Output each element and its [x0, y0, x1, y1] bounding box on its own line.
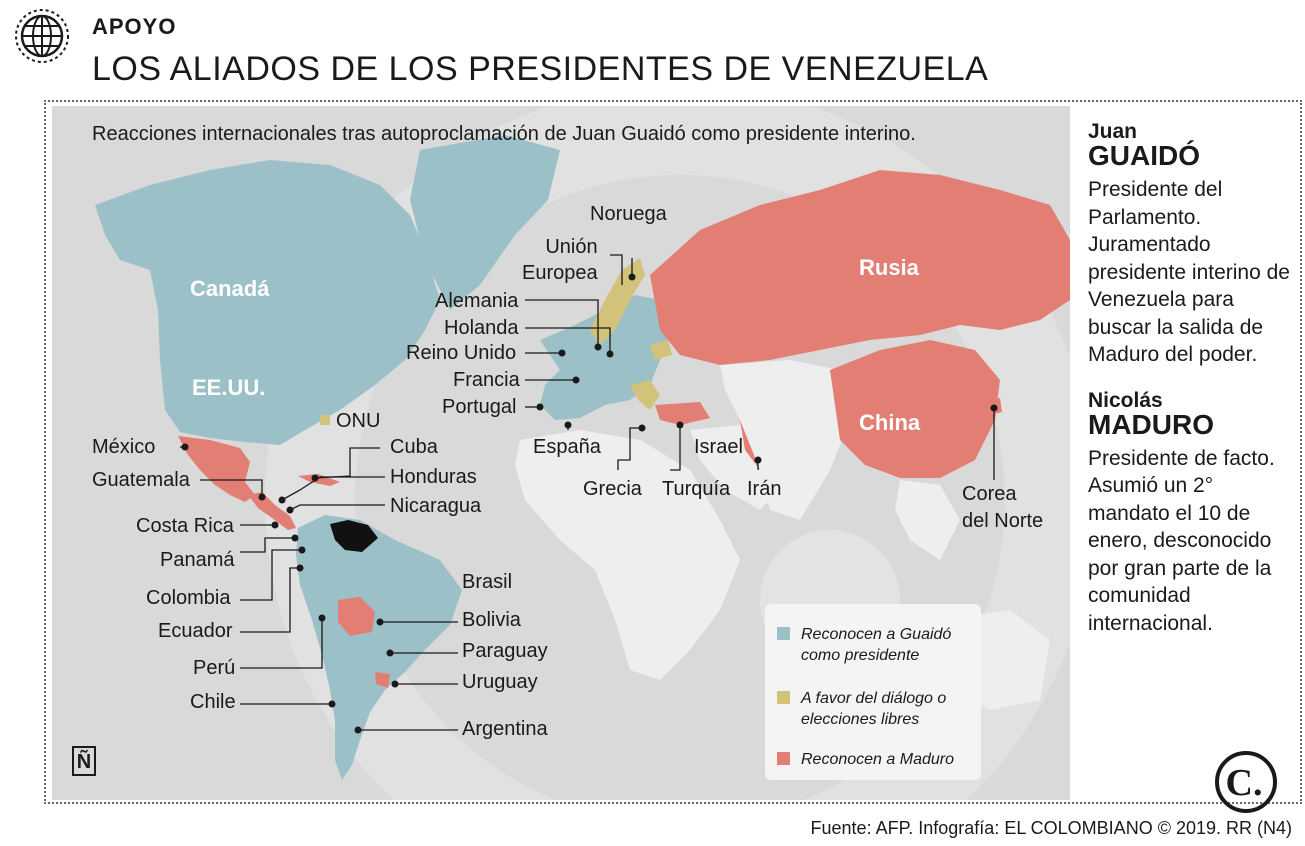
- logo-letter: C.: [1226, 762, 1263, 804]
- leader-lines: [180, 254, 995, 731]
- label-israel: Israel: [694, 436, 743, 458]
- legend-text-maduro: Reconocen a Maduro: [801, 751, 954, 768]
- label-noruega: Noruega: [590, 203, 667, 225]
- label-alemania: Alemania: [435, 290, 519, 312]
- n-logo: Ñ: [72, 746, 96, 776]
- label-iran: Irán: [747, 478, 782, 500]
- legend-swatch-dialogo: [777, 691, 790, 704]
- label-grecia: Grecia: [583, 478, 642, 500]
- label-canada: Canadá: [190, 276, 270, 301]
- label-turquia: Turquía: [662, 478, 731, 500]
- guaido-description: Presidente del Parlamento. Juramentado p…: [1088, 178, 1290, 366]
- map-legend: Reconocen a Guaidó como presidente A fav…: [765, 604, 981, 780]
- label-nicaragua: Nicaragua: [390, 495, 482, 517]
- label-bolivia: Bolivia: [462, 609, 521, 631]
- page-title: LOS ALIADOS DE LOS PRESIDENTES DE VENEZU…: [92, 50, 989, 88]
- greenland-shape: [410, 135, 560, 310]
- russia-shape: [650, 170, 1070, 365]
- legend-swatch-maduro: [777, 752, 790, 765]
- label-onu: ONU: [336, 410, 381, 432]
- bolivia-shape: [338, 597, 375, 636]
- maduro-first-name: Nicolás: [1088, 388, 1163, 412]
- label-peru: Perú: [193, 657, 236, 679]
- label-panama: Panamá: [160, 549, 235, 571]
- label-union-europea: Unión Europea: [522, 236, 598, 284]
- label-chile: Chile: [190, 691, 236, 713]
- onu-marker: [320, 415, 330, 425]
- mexico-shape: [178, 436, 255, 502]
- label-corea-del-norte: Corea del Norte: [962, 483, 1044, 532]
- south-america-shape: [296, 515, 462, 780]
- uruguay-shape: [375, 672, 390, 688]
- label-uruguay: Uruguay: [462, 671, 538, 693]
- guaido-first-name: Juan: [1088, 120, 1138, 143]
- china-shape: [830, 340, 1000, 478]
- label-ecuador: Ecuador: [158, 620, 233, 642]
- label-espana: España: [533, 436, 601, 458]
- legend-text-dialogo: A favor del diálogo o elecciones libres: [801, 690, 947, 728]
- label-mexico: México: [92, 436, 156, 458]
- label-russia: Rusia: [859, 255, 919, 280]
- leader-dots: [181, 273, 998, 734]
- label-reino-unido: Reino Unido: [406, 342, 517, 364]
- africa-shape: [515, 430, 740, 680]
- label-colombia: Colombia: [146, 587, 231, 609]
- dotted-frame: [44, 100, 1302, 804]
- kicker: APOYO: [92, 14, 177, 39]
- legend-swatch-guaido: [777, 627, 790, 640]
- cuba-shape: [298, 474, 340, 486]
- italy-shape: [630, 380, 660, 410]
- central-america-shape: [248, 492, 296, 530]
- turkey-shape: [655, 402, 710, 425]
- label-portugal: Portugal: [442, 396, 517, 418]
- label-francia: Francia: [453, 369, 520, 391]
- label-paraguay: Paraguay: [462, 640, 548, 662]
- venezuela-shape: [330, 520, 378, 552]
- source-credit: Fuente: AFP. Infografía: EL COLOMBIANO ©…: [810, 818, 1292, 838]
- label-argentina: Argentina: [462, 718, 548, 740]
- globe-icon: [15, 9, 69, 63]
- maduro-last-name: MADURO: [1088, 408, 1214, 440]
- legend-text-guaido: Reconocen a Guaidó como presidente: [801, 626, 952, 664]
- map-subtitle: Reacciones internacionales tras autoproc…: [92, 123, 916, 145]
- label-guatemala: Guatemala: [92, 469, 190, 491]
- label-cuba: Cuba: [390, 436, 438, 458]
- se-asia-shape: [895, 480, 960, 560]
- el-colombiano-logo: C.: [1215, 751, 1277, 813]
- asia-other-shape: [720, 360, 850, 520]
- label-brasil: Brasil: [462, 571, 513, 593]
- label-honduras: Honduras: [390, 466, 477, 488]
- label-china: China: [859, 410, 921, 435]
- label-holanda: Holanda: [444, 317, 519, 339]
- sidebar: Juan GUAIDÓ Presidente del Parlamento. J…: [1088, 120, 1298, 637]
- guaido-last-name: GUAIDÓ: [1088, 140, 1200, 171]
- label-usa: EE.UU.: [192, 375, 266, 400]
- label-costa-rica: Costa Rica: [136, 515, 234, 537]
- canada-usa-shape: [95, 160, 440, 445]
- dialogue-east-shape: [650, 340, 672, 360]
- maduro-description: Presidente de facto. Asumió un 2° mandat…: [1088, 446, 1275, 635]
